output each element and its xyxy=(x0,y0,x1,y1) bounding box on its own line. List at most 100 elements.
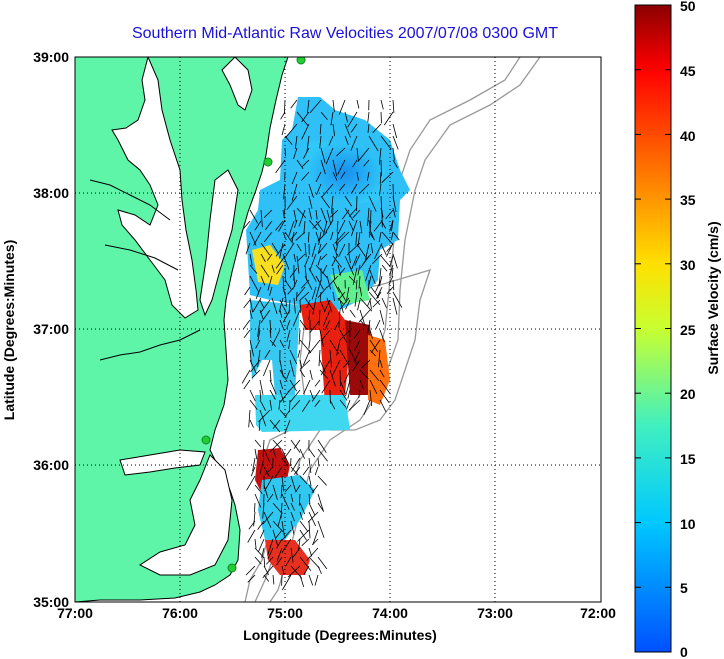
velocity-arrow xyxy=(249,309,253,319)
velocity-arrow xyxy=(279,389,285,403)
velocity-arrow xyxy=(372,123,382,134)
velocity-arrow xyxy=(285,556,292,567)
map-plot-area xyxy=(75,57,601,602)
velocity-arrow xyxy=(380,99,384,110)
velocity-arrow xyxy=(299,369,306,378)
velocity-arrow xyxy=(379,389,390,404)
colorbar-tick-label: 15 xyxy=(680,451,696,467)
velocity-arrow xyxy=(344,135,349,145)
velocity-arrow xyxy=(367,297,372,307)
velocity-arrow xyxy=(301,399,311,412)
map-title: Southern Mid-Atlantic Raw Velocities 200… xyxy=(132,25,558,42)
velocity-arrow xyxy=(254,220,262,231)
velocity-arrow xyxy=(254,556,262,565)
velocity-arrow xyxy=(298,493,301,506)
velocity-arrow xyxy=(358,389,361,399)
velocity-arrow xyxy=(353,329,361,339)
velocity-arrow xyxy=(381,264,388,272)
velocity-arrow xyxy=(276,547,283,562)
velocity-arrow xyxy=(317,520,325,538)
velocity-arrow xyxy=(320,195,330,209)
velocity-arrow xyxy=(296,111,309,127)
velocity-arrow xyxy=(272,574,275,585)
velocity-arrow xyxy=(251,369,261,379)
velocity-arrow xyxy=(334,319,341,330)
velocity-arrow xyxy=(359,297,373,312)
velocity-arrow xyxy=(275,255,286,269)
velocity-arrow xyxy=(337,231,350,244)
velocity-arrow xyxy=(380,159,382,177)
velocity-arrow xyxy=(283,183,286,200)
velocity-arrow xyxy=(245,242,251,255)
velocity-arrow xyxy=(350,123,358,133)
velocity-arrow xyxy=(339,379,346,395)
velocity-arrow xyxy=(367,123,370,133)
velocity-arrow xyxy=(301,111,310,123)
velocity-arrow xyxy=(308,219,318,231)
velocity-arrow xyxy=(308,448,316,458)
velocity-arrow xyxy=(287,286,295,295)
velocity-arrow xyxy=(281,565,285,575)
velocity-arrow xyxy=(259,299,271,314)
velocity-arrow xyxy=(269,399,273,411)
velocity-arrow xyxy=(392,147,395,161)
velocity-arrow xyxy=(352,267,358,285)
velocity-arrow xyxy=(287,379,301,393)
velocity-arrow xyxy=(317,493,324,511)
velocity-arrow xyxy=(317,286,328,298)
velocity-arrow xyxy=(299,359,303,369)
velocity-patch-red-east xyxy=(300,300,350,405)
potomac-river xyxy=(89,179,171,221)
grid-lines xyxy=(75,57,601,602)
velocity-arrow xyxy=(311,484,319,494)
velocity-arrow xyxy=(299,359,311,370)
velocity-arrow xyxy=(258,419,261,431)
velocity-arrow xyxy=(291,183,298,201)
pamlico-sound xyxy=(138,454,233,576)
velocity-arrow xyxy=(317,231,328,242)
velocity-arrow xyxy=(272,520,284,532)
velocity-arrow xyxy=(299,291,310,301)
velocity-arrow xyxy=(249,297,254,313)
velocity-arrow xyxy=(367,111,370,123)
velocity-arrow xyxy=(299,339,312,354)
velocity-arrow xyxy=(282,231,287,241)
velocity-arrow xyxy=(308,309,311,320)
velocity-arrow xyxy=(279,379,283,390)
velocity-arrow xyxy=(346,242,361,256)
velocity-arrow xyxy=(330,195,334,214)
velocity-arrow xyxy=(338,309,341,328)
velocity-arrow xyxy=(392,159,399,169)
velocity-arrow xyxy=(391,267,394,277)
velocity-arrow xyxy=(349,309,356,318)
velocity-arrow xyxy=(351,183,358,194)
colorbar-tick-label: 10 xyxy=(680,516,696,532)
velocity-arrow xyxy=(355,279,358,290)
velocity-arrow xyxy=(374,242,383,259)
velocity-arrow xyxy=(348,399,361,411)
y-tick-label: 39:00 xyxy=(33,49,69,65)
velocity-arrow xyxy=(293,439,301,449)
velocity-arrow xyxy=(309,339,321,354)
velocity-arrow xyxy=(315,171,322,182)
velocity-arrow xyxy=(339,369,341,387)
velocity-arrow xyxy=(318,309,321,326)
velocity-arrow xyxy=(311,389,321,402)
velocity-arrow xyxy=(379,329,385,343)
velocity-arrow xyxy=(359,309,365,325)
velocity-arrow xyxy=(352,359,361,372)
velocity-arrow xyxy=(326,297,333,313)
velocity-arrow xyxy=(309,389,314,400)
velocity-arrow xyxy=(299,299,301,313)
velocity-arrow xyxy=(319,123,322,135)
velocity-arrow xyxy=(290,502,295,511)
velocity-arrow xyxy=(292,547,301,558)
colorbar-tick-label: 20 xyxy=(680,386,696,402)
velocity-arrow xyxy=(289,379,298,392)
velocity-arrow xyxy=(338,99,346,115)
velocity-arrow xyxy=(372,253,383,264)
velocity-arrow xyxy=(267,538,274,556)
velocity-arrow xyxy=(337,219,346,234)
colorbar: 50 45 40 35 30 25 20 15 10 5 0 Surface V… xyxy=(634,0,721,659)
velocity-arrow xyxy=(338,243,346,257)
